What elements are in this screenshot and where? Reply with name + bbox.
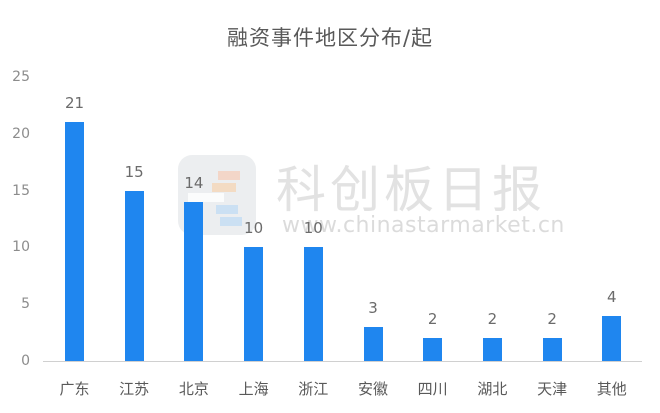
bar-value-label: 10 [303,219,323,238]
bar [363,326,383,361]
bar [423,338,443,361]
bar-value-label: 4 [607,287,617,306]
bar [65,122,84,361]
x-tick-label: 上海 [238,380,269,398]
x-tick-label: 四川 [417,380,448,398]
y-tick-label: 5 [21,296,30,313]
bar-value-label: 2 [427,310,438,329]
y-tick-label: 15 [12,182,30,199]
y-tick-label: 25 [12,69,30,85]
x-tick-label: 浙江 [298,380,329,398]
bar [124,190,144,361]
y-tick-label: 10 [12,239,30,256]
bar-value-label: 14 [184,173,204,192]
x-axis-line [43,361,642,362]
bar-value-label: 3 [368,298,378,317]
x-tick-label: 江苏 [119,380,150,398]
x-tick-label: 湖北 [477,380,508,398]
bar [602,315,622,361]
bar-value-label: 21 [64,94,85,113]
bar-value-label: 15 [124,162,144,181]
bar [482,338,502,361]
bar [303,247,323,361]
watermark-text: 科创板日报 [276,161,546,219]
x-tick-label: 天津 [537,380,568,398]
bar-value-label: 2 [547,310,557,329]
bar [184,201,204,361]
x-tick-label: 广东 [59,380,90,398]
bar-value-label: 10 [244,219,264,238]
chart-title: 融资事件地区分布/起 [226,26,434,50]
bar [542,338,562,361]
bar [244,247,264,361]
bar-value-label: 2 [487,310,498,329]
y-tick-label: 0 [21,353,30,369]
y-tick-label: 20 [12,125,30,142]
x-tick-label: 其他 [596,380,627,398]
x-tick-label: 安徽 [357,380,388,398]
x-tick-label: 北京 [178,380,209,398]
